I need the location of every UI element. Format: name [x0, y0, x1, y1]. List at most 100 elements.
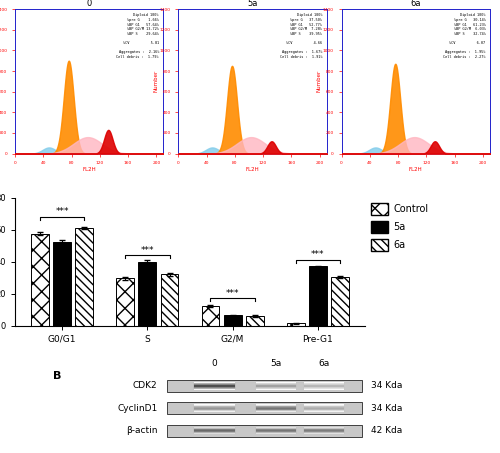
- Bar: [304, 382, 344, 383]
- Bar: [194, 404, 234, 405]
- Text: 34 Kda: 34 Kda: [371, 404, 402, 413]
- Bar: [194, 383, 234, 384]
- Bar: [194, 410, 234, 411]
- Bar: [256, 407, 296, 408]
- Text: 42 Kda: 42 Kda: [371, 426, 402, 435]
- Bar: [167, 424, 362, 437]
- Bar: [304, 389, 344, 390]
- Bar: [256, 388, 296, 389]
- Bar: [331, 277, 349, 326]
- Bar: [256, 385, 296, 386]
- Bar: [194, 385, 234, 386]
- Bar: [256, 409, 296, 410]
- Text: CDK2: CDK2: [133, 381, 158, 390]
- Bar: [304, 387, 344, 388]
- Bar: [304, 388, 344, 389]
- Bar: [256, 385, 296, 386]
- Bar: [256, 389, 296, 390]
- Bar: [194, 433, 234, 434]
- Bar: [304, 404, 344, 405]
- Bar: [304, 429, 344, 430]
- Bar: [53, 241, 71, 326]
- Bar: [256, 405, 296, 406]
- Y-axis label: Number: Number: [316, 70, 322, 92]
- Bar: [304, 407, 344, 408]
- Bar: [256, 408, 296, 409]
- Bar: [256, 386, 296, 387]
- Bar: [256, 427, 296, 428]
- Bar: [194, 431, 234, 432]
- Bar: [194, 382, 234, 383]
- Bar: [304, 383, 344, 384]
- Bar: [160, 275, 178, 326]
- Bar: [246, 316, 264, 326]
- Title: 0: 0: [86, 0, 92, 8]
- Bar: [304, 430, 344, 431]
- Bar: [194, 384, 234, 385]
- Bar: [304, 405, 344, 406]
- Bar: [76, 228, 93, 326]
- Bar: [194, 427, 234, 428]
- Text: Diploid 100%
%pre G   30.14%
%BP G1   61.23%
%BP G2/M  6.03%
%BP S    32.74%

%C: Diploid 100% %pre G 30.14% %BP G1 61.23%…: [443, 14, 486, 59]
- Text: ***: ***: [56, 207, 69, 216]
- Bar: [194, 387, 234, 388]
- Bar: [287, 323, 304, 326]
- Bar: [194, 389, 234, 390]
- Text: ***: ***: [140, 246, 154, 255]
- Bar: [256, 411, 296, 412]
- Bar: [256, 406, 296, 407]
- Bar: [224, 315, 242, 326]
- X-axis label: FL2H: FL2H: [82, 167, 96, 172]
- Bar: [194, 386, 234, 387]
- Bar: [309, 266, 327, 326]
- Bar: [194, 432, 234, 433]
- Bar: [194, 432, 234, 433]
- Bar: [167, 402, 362, 414]
- Text: ***: ***: [311, 251, 324, 260]
- Text: B: B: [53, 371, 62, 381]
- Bar: [194, 388, 234, 389]
- Bar: [304, 432, 344, 433]
- Text: β-actin: β-actin: [126, 426, 158, 435]
- Text: 34 Kda: 34 Kda: [371, 381, 402, 390]
- Bar: [304, 409, 344, 410]
- Bar: [256, 388, 296, 389]
- Bar: [138, 262, 156, 326]
- Bar: [256, 428, 296, 429]
- Bar: [304, 410, 344, 411]
- Bar: [304, 384, 344, 385]
- Bar: [304, 433, 344, 434]
- Y-axis label: Number: Number: [154, 70, 158, 92]
- Bar: [256, 431, 296, 432]
- Bar: [256, 405, 296, 406]
- Bar: [202, 306, 220, 326]
- Text: ***: ***: [226, 289, 239, 298]
- Text: CyclinD1: CyclinD1: [117, 404, 158, 413]
- Bar: [304, 385, 344, 386]
- Bar: [194, 388, 234, 389]
- Text: 0: 0: [212, 359, 218, 368]
- Title: 5a: 5a: [248, 0, 258, 8]
- Bar: [304, 405, 344, 406]
- Bar: [304, 386, 344, 387]
- Bar: [194, 409, 234, 410]
- Bar: [194, 405, 234, 406]
- Text: Diploid 100%
%pre G    1.66%
%BP G1   57.64%
%BP G2/M 13.72%
%BP S    29.64%

%C: Diploid 100% %pre G 1.66% %BP G1 57.64% …: [116, 14, 159, 59]
- Bar: [256, 430, 296, 431]
- Bar: [304, 411, 344, 412]
- Bar: [304, 428, 344, 429]
- X-axis label: FL2H: FL2H: [409, 167, 422, 172]
- Bar: [256, 404, 296, 405]
- Bar: [256, 432, 296, 433]
- Bar: [194, 428, 234, 429]
- Bar: [194, 408, 234, 409]
- Bar: [31, 234, 49, 326]
- Bar: [304, 388, 344, 389]
- Bar: [304, 432, 344, 433]
- Bar: [304, 406, 344, 407]
- Bar: [256, 387, 296, 388]
- Bar: [256, 382, 296, 383]
- Bar: [194, 406, 234, 407]
- Bar: [256, 384, 296, 385]
- Bar: [256, 433, 296, 434]
